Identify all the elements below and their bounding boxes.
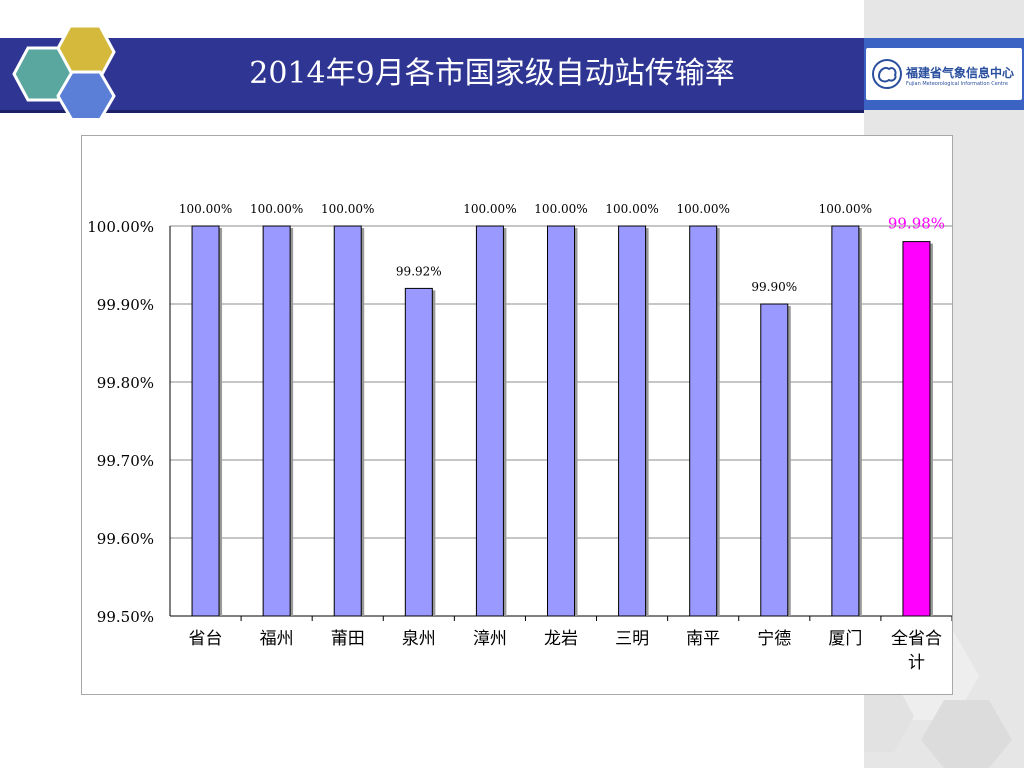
data-label: 100.00% [179, 202, 232, 216]
bar-chart: 99.50% 99.60% 99.70% 99.80% 99.90% 100.00% 100… [87, 202, 953, 673]
bar [618, 225, 647, 617]
data-label: 99.92% [396, 264, 442, 278]
page-title: 2014年9月各市国家级自动站传输率 [249, 56, 735, 91]
bar [760, 303, 789, 617]
data-label: 100.00% [250, 202, 303, 216]
x-tick-label: 南平 [686, 629, 720, 649]
bar [475, 225, 504, 617]
data-label: 100.00% [463, 202, 516, 216]
y-tick-label: 99.90% [97, 296, 154, 314]
x-tick-label: 龙岩 [544, 629, 578, 649]
header-bar [0, 38, 864, 113]
data-label: 99.90% [751, 280, 797, 294]
bar [831, 225, 860, 617]
bar [902, 241, 931, 617]
x-tick-label: 福州 [260, 629, 294, 649]
logo-badge [866, 48, 1022, 100]
x-tick-label: 莆田 [331, 629, 365, 649]
x-tick-label: 省台 [189, 629, 223, 649]
logo-subtitle: Fujian Meteorological Information Centre [906, 81, 1008, 87]
data-label: 99.98% [888, 215, 945, 233]
data-label: 100.00% [534, 202, 587, 216]
data-label: 100.00% [819, 202, 872, 216]
y-tick-label: 99.70% [97, 452, 154, 470]
x-tick-label: 全省合 [891, 629, 942, 649]
x-tick-label: 三明 [615, 629, 649, 649]
y-tick-label: 100.00% [87, 218, 154, 236]
bar [191, 225, 220, 617]
bar [333, 225, 362, 617]
data-label: 100.00% [605, 202, 658, 216]
x-tick-label: 泉州 [402, 629, 436, 649]
bar [404, 287, 433, 617]
hexagon-logo-icon [12, 24, 116, 118]
cloud-logo-icon [872, 59, 902, 89]
bar [262, 225, 291, 617]
bar [547, 225, 575, 617]
x-tick-label: 计 [908, 653, 925, 673]
y-tick-label: 99.50% [97, 608, 154, 626]
chart-frame: 99.50% 99.60% 99.70% 99.80% 99.90% 100.00% 100… [81, 135, 953, 695]
x-tick-label: 厦门 [828, 629, 862, 649]
logo-name: 福建省气象信息中心 [906, 66, 1015, 80]
data-label: 100.00% [321, 202, 374, 216]
y-tick-label: 99.80% [97, 374, 154, 392]
x-tick-label: 漳州 [473, 629, 507, 649]
y-tick-label: 99.60% [97, 530, 154, 548]
x-tick-label: 宁德 [757, 629, 791, 649]
bar [689, 225, 718, 617]
data-label: 100.00% [676, 202, 729, 216]
